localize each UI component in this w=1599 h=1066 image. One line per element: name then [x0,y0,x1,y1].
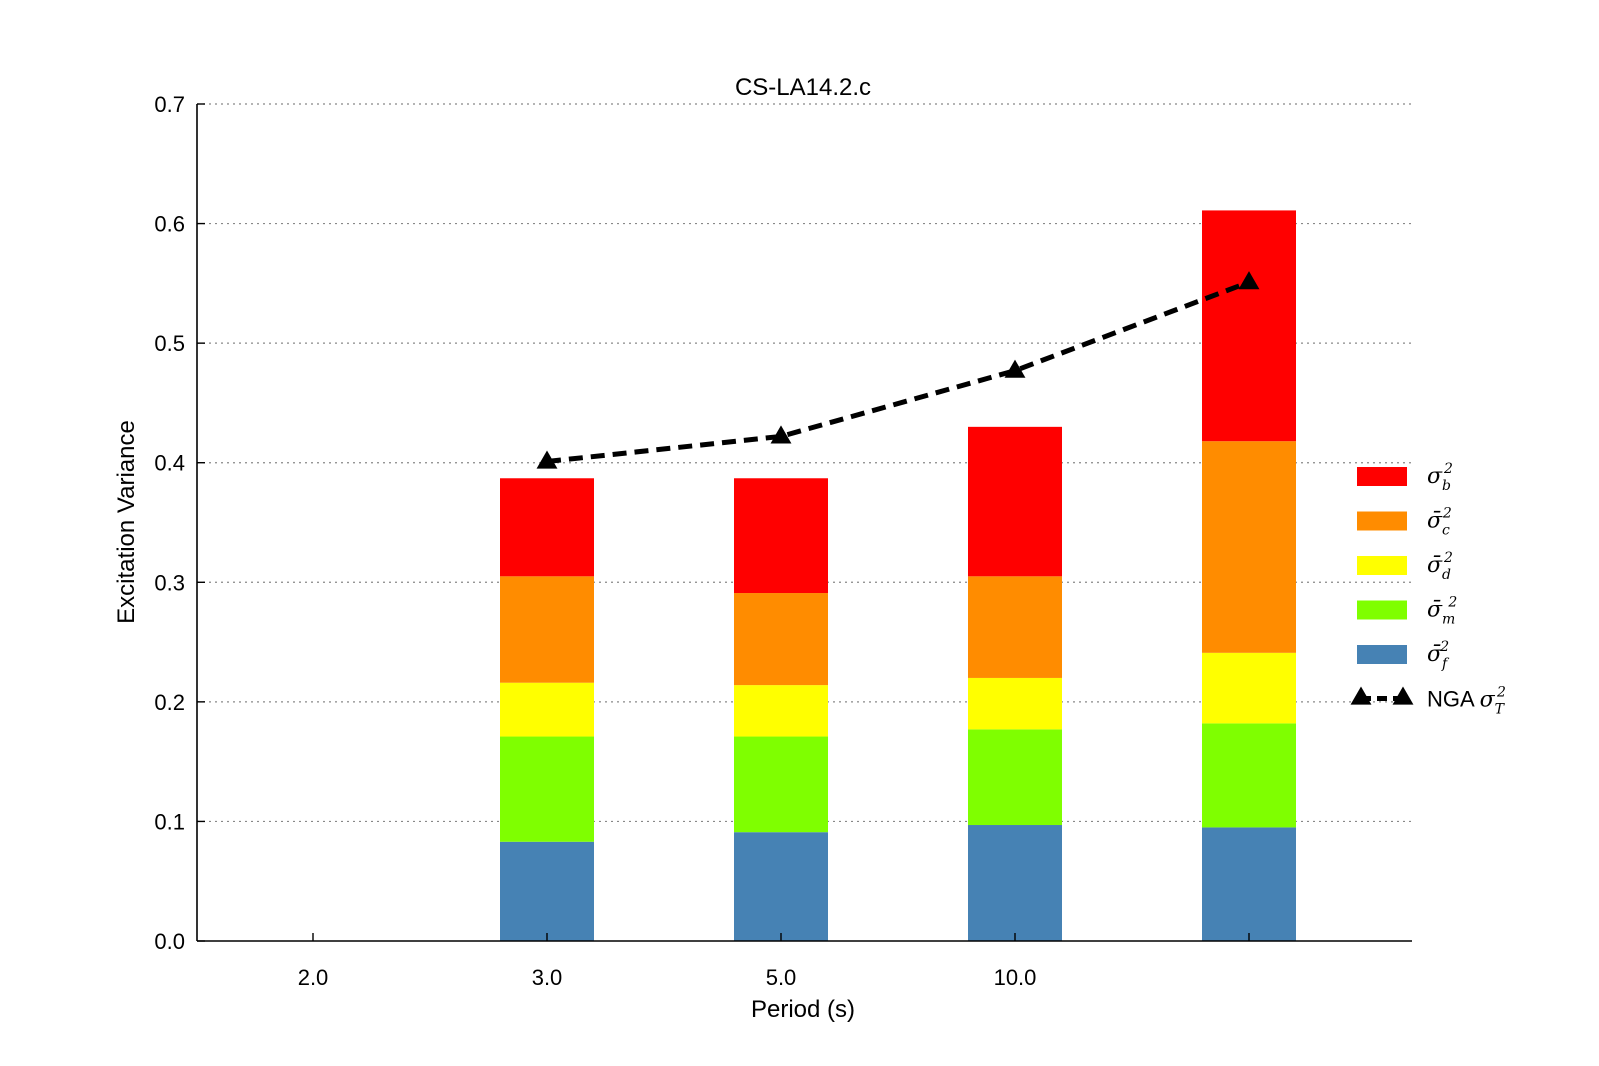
bar-segment [968,729,1062,826]
legend-swatch [1357,467,1407,486]
y-tick-label: 0.2 [154,690,185,715]
y-tick-label: 0.7 [154,92,185,117]
bar-segment [734,478,828,594]
bar-segment [500,478,594,577]
legend-swatch [1357,511,1407,531]
legend-swatch [1357,556,1407,575]
nga-line [546,279,1250,465]
y-ticks: 0.0 0.1 0.2 0.3 0.4 0.5 0.6 0.7 [154,92,205,954]
bar-segment [734,736,828,833]
legend-label: σ̄d2 [1427,550,1453,583]
nga-point [536,450,558,469]
y-tick-label: 0.0 [154,929,185,954]
bar-segment [500,682,594,737]
legend-label-sub: c [1442,523,1450,539]
nga-point [1392,686,1414,705]
x-tick-label: 3.0 [532,965,563,990]
x-tick-label: 10.0 [994,965,1037,990]
bar-segment [1202,827,1296,941]
legend-item: σ̄m2 [1357,595,1457,628]
legend-label-sup: 2 [1439,639,1449,655]
legend-item: σ̄c2 [1357,506,1452,539]
x-axis-label: Period (s) [751,996,855,1023]
legend-label-sup: 2 [1442,506,1452,522]
legend-label: σ̄c2 [1427,506,1452,539]
legend-label-symbol: σ [1427,464,1443,489]
nga-point [1004,359,1026,378]
legend-item-line: NGA σT2 [1350,685,1506,718]
y-tick-label: 0.6 [154,212,185,237]
legend-item: σ̄f2 [1357,639,1450,672]
legend-label-sub: d [1442,567,1451,583]
y-tick-label: 0.1 [154,809,185,834]
bar-segment [734,832,828,941]
legend-item: σ̄d2 [1357,550,1453,583]
y-tick-label: 0.4 [154,451,185,476]
legend-label-sub: m [1442,612,1455,628]
y-tick-label: 0.3 [154,570,185,595]
legend-label-symbol: σ̄ [1427,642,1443,667]
legend-label-symbol: σ̄ [1427,598,1443,623]
bar-segment [734,685,828,737]
x-tick-label: 5.0 [766,965,797,990]
nga-point [1350,686,1372,705]
bar-segment [500,841,594,941]
bar-segment [1202,210,1296,442]
legend-label-sup: 2 [1443,461,1453,477]
bar-segment [968,426,1062,577]
x-tick-label: 2.0 [298,965,329,990]
legend-label-symbol: σ̄ [1427,509,1443,534]
legend-label-sub: T [1495,702,1506,718]
legend-label: σ̄m2 [1427,595,1457,628]
nga-point [770,425,792,444]
bar-segment [1202,723,1296,828]
x-ticks: 2.0 3.0 5.0 10.0 [298,933,1250,990]
bar-segment [500,576,594,683]
y-axis-label: Excitation Variance [113,420,140,624]
legend-label-sub: b [1442,478,1451,494]
chart-title: CS-LA14.2.c [735,74,871,101]
legend-label-sup: 2 [1447,595,1457,611]
legend-swatch [1357,600,1407,620]
legend-swatch [1357,645,1407,664]
bar-segment [500,736,594,842]
nga-point [1238,271,1260,290]
bar-segment [968,825,1062,941]
legend-label-sup: 2 [1443,550,1453,566]
bar-segment [968,677,1062,730]
legend-label-symbol: σ̄ [1427,553,1443,578]
axes [196,104,1412,942]
bar-segment [968,576,1062,678]
bar-segment [734,593,828,686]
bar-segment [1202,441,1296,653]
legend-label: NGA σT2 [1427,685,1506,718]
legend-item: σb2 [1357,461,1453,494]
legend-label-symbol: σ [1480,688,1496,713]
legend-label-text: NGA [1427,687,1480,712]
legend-label-sup: 2 [1496,685,1506,701]
legend-label: σ̄f2 [1427,639,1450,672]
y-tick-label: 0.5 [154,331,185,356]
bars [500,210,1296,941]
legend-label: σb2 [1427,461,1453,494]
bar-segment [1202,652,1296,724]
legend-label-sub: f [1441,656,1450,672]
line-series [536,271,1260,469]
